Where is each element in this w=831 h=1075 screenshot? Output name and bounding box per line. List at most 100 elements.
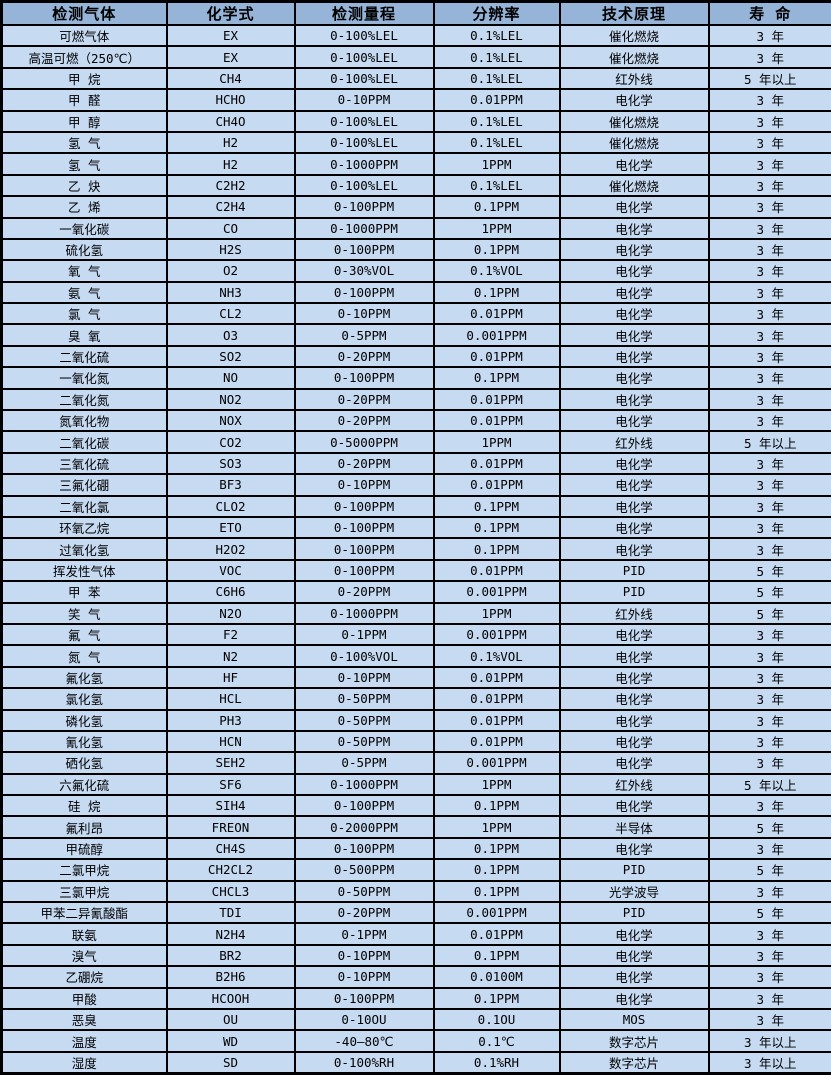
- table-cell: 5 年: [707, 815, 831, 839]
- table-row: 笑 气 N2O 0-1000PPM 1PPM 红外线 5 年: [0, 601, 831, 625]
- table-cell: 1PPM: [432, 216, 561, 240]
- table-row: 硒化氢 SEH2 0-5PPM 0.001PPM 电化学 3 年: [0, 751, 831, 775]
- table-cell: 甲苯二异氰酸酯: [0, 900, 168, 925]
- table-row: 臭 氧 O3 0-5PPM 0.001PPM 电化学 3 年: [0, 323, 831, 347]
- table-cell: 电化学: [558, 943, 710, 968]
- table-cell: 3 年: [707, 986, 831, 1010]
- table-cell: 0-20PPM: [293, 900, 435, 925]
- table-cell: 3 年: [707, 195, 831, 219]
- table-cell: 硅 烷: [0, 794, 168, 818]
- table-cell: HCOOH: [165, 986, 296, 1010]
- table-cell: 过氧化氢: [0, 537, 168, 561]
- table-cell: 联氨: [0, 922, 168, 946]
- table-cell: 电化学: [558, 644, 710, 668]
- table-row: 乙 烯 C2H4 0-100PPM 0.1PPM 电化学 3 年: [0, 195, 831, 219]
- table-cell: 0-100%LEL: [293, 66, 435, 91]
- table-cell: 电化学: [558, 515, 710, 540]
- table-cell: 0.01PPM: [432, 302, 561, 326]
- table-cell: 电化学: [558, 387, 710, 412]
- table-cell: 0-100%RH: [293, 1050, 435, 1075]
- table-cell: 0.001PPM: [432, 751, 561, 775]
- table-cell: 硫化氢: [0, 237, 168, 262]
- table-row: 氯 气 CL2 0-10PPM 0.01PPM 电化学 3 年: [0, 302, 831, 326]
- table-row: 乙硼烷 B2H6 0-10PPM 0.0100M 电化学 3 年: [0, 965, 831, 989]
- table-cell: 电化学: [558, 88, 710, 112]
- table-cell: PID: [558, 580, 710, 604]
- table-cell: -40—80℃: [293, 1029, 435, 1053]
- table-cell: ETO: [165, 515, 296, 540]
- table-cell: 0.01PPM: [432, 473, 561, 497]
- table-row: 甲苯二异氰酸酯 TDI 0-20PPM 0.001PPM PID 5 年: [0, 900, 831, 925]
- header-cell: 分辨率: [432, 0, 561, 26]
- table-cell: 0-100PPM: [293, 794, 435, 818]
- table-cell: 3 年: [707, 130, 831, 155]
- table-cell: 红外线: [558, 601, 710, 625]
- table-cell: 5 年以上: [707, 430, 831, 454]
- table-cell: 5 年: [707, 580, 831, 604]
- table-cell: 0.1%VOL: [432, 259, 561, 283]
- table-cell: 0-20PPM: [293, 580, 435, 604]
- table-cell: 0.01PPM: [432, 729, 561, 754]
- table-cell: C2H2: [165, 173, 296, 198]
- table-cell: 3 年: [707, 879, 831, 904]
- table-cell: 0-1000PPM: [293, 216, 435, 240]
- table-row: 氟 气 F2 0-1PPM 0.001PPM 电化学 3 年: [0, 622, 831, 647]
- table-cell: 乙 烯: [0, 195, 168, 219]
- table-row: 过氧化氢 H2O2 0-100PPM 0.1PPM 电化学 3 年: [0, 537, 831, 561]
- table-cell: 3 年: [707, 665, 831, 690]
- table-cell: 0.01PPM: [432, 687, 561, 711]
- table-row: 三氧化硫 SO3 0-20PPM 0.01PPM 电化学 3 年: [0, 451, 831, 476]
- table-cell: F2: [165, 622, 296, 647]
- table-cell: 0.1OU: [432, 1007, 561, 1032]
- table-cell: 电化学: [558, 537, 710, 561]
- table-cell: 甲 醇: [0, 109, 168, 133]
- table-cell: 5 年: [707, 558, 831, 583]
- table-row: 氮 气 N2 0-100%VOL 0.1%VOL 电化学 3 年: [0, 644, 831, 668]
- table-cell: 甲硫醇: [0, 836, 168, 861]
- table-cell: 乙 炔: [0, 173, 168, 198]
- table-cell: 催化燃烧: [558, 23, 710, 48]
- table-cell: 环氧乙烷: [0, 515, 168, 540]
- table-cell: 臭 氧: [0, 323, 168, 347]
- table-cell: CL2: [165, 302, 296, 326]
- table-cell: 0-5000PPM: [293, 430, 435, 454]
- table-cell: 催化燃烧: [558, 109, 710, 133]
- table-cell: 0-100PPM: [293, 836, 435, 861]
- table-cell: 二氧化碳: [0, 430, 168, 454]
- table-cell: 0.1PPM: [432, 494, 561, 519]
- header-cell: 技术原理: [558, 0, 710, 26]
- table-cell: 3 年以上: [707, 1029, 831, 1053]
- table-row: 一氧化碳 CO 0-1000PPM 1PPM 电化学 3 年: [0, 216, 831, 240]
- table-cell: 挥发性气体: [0, 558, 168, 583]
- table-row: 挥发性气体 VOC 0-100PPM 0.01PPM PID 5 年: [0, 558, 831, 583]
- table-cell: 二氧化硫: [0, 344, 168, 369]
- table-cell: 0-100PPM: [293, 280, 435, 305]
- table-cell: 3 年以上: [707, 1050, 831, 1075]
- table-body: 可燃气体 EX 0-100%LEL 0.1%LEL 催化燃烧 3 年高温可燃（250℃） E…: [0, 23, 831, 1075]
- table-row: 联氨 N2H4 0-1PPM 0.01PPM 电化学 3 年: [0, 922, 831, 946]
- table-cell: 3 年: [707, 23, 831, 48]
- table-cell: N2O: [165, 601, 296, 625]
- table-cell: H2S: [165, 237, 296, 262]
- table-cell: O2: [165, 259, 296, 283]
- table-cell: 0.01PPM: [432, 344, 561, 369]
- table-cell: 0-50PPM: [293, 708, 435, 732]
- table-cell: 0.001PPM: [432, 323, 561, 347]
- table-cell: 0-1000PPM: [293, 152, 435, 176]
- table-cell: 0-100PPM: [293, 237, 435, 262]
- table-row: 高温可燃（250℃） EX 0-100%LEL 0.1%LEL 催化燃烧 3 年: [0, 45, 831, 69]
- table-cell: 电化学: [558, 751, 710, 775]
- table-cell: 0-100%VOL: [293, 644, 435, 668]
- table-cell: 电化学: [558, 922, 710, 946]
- table-row: 氟化氢 HF 0-10PPM 0.01PPM 电化学 3 年: [0, 665, 831, 690]
- table-cell: 0.1%LEL: [432, 23, 561, 48]
- table-cell: 二氯甲烷: [0, 858, 168, 882]
- table-cell: EX: [165, 23, 296, 48]
- table-cell: 0-100PPM: [293, 537, 435, 561]
- table-cell: 0-50PPM: [293, 879, 435, 904]
- table-cell: 3 年: [707, 259, 831, 283]
- table-cell: 1PPM: [432, 430, 561, 454]
- table-cell: 3 年: [707, 237, 831, 262]
- table-row: 六氟化硫 SF6 0-1000PPM 1PPM 红外线 5 年以上: [0, 772, 831, 797]
- table-cell: 三氟化硼: [0, 473, 168, 497]
